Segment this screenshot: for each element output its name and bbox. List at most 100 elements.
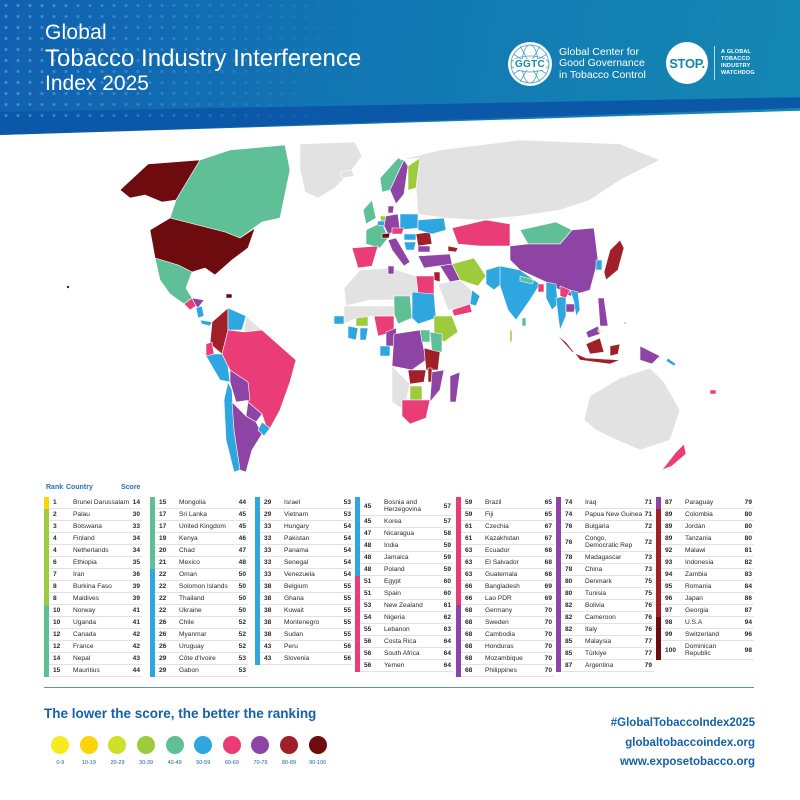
score-band-swatch [456, 581, 461, 593]
legend-item: 60-69 [218, 736, 247, 766]
score-cell: 70 [544, 655, 552, 662]
table-row: 51 Egypt 60 [355, 576, 453, 588]
country-cell: Chad [179, 546, 195, 554]
score-band-swatch [556, 533, 561, 552]
score-band-swatch [656, 557, 661, 569]
score-band-swatch [355, 516, 360, 528]
legend-item: 50-59 [189, 736, 218, 766]
rank-cell: 45 [364, 518, 372, 525]
rank-cell: 61 [465, 535, 473, 542]
table-row: 68 Mozambique 70 [456, 653, 554, 665]
title-line-2: Tobacco Industry Interference [45, 45, 362, 73]
table-row: 21 Mexico 48 [150, 557, 248, 569]
table-row: 33 Pakistan 54 [255, 533, 353, 545]
table-row: 74 Papua New Guinea 71 [556, 509, 654, 521]
country-cell: Sri Lanka [179, 510, 207, 518]
score-band-swatch [150, 545, 155, 557]
table-row: 8 Burkina Faso 39 [44, 581, 142, 593]
score-band-swatch [456, 497, 461, 509]
rank-cell: 38 [264, 595, 272, 602]
table-row: 87 Argentina 79 [556, 660, 654, 672]
legend-dot-icon [79, 736, 98, 754]
score-band-swatch [150, 497, 155, 509]
country-cell: Oman [179, 570, 197, 578]
rank-cell: 51 [364, 578, 372, 585]
score-band-swatch [255, 533, 260, 545]
czechia [391, 227, 405, 235]
score-cell: 68 [544, 547, 552, 554]
rank-cell: 100 [665, 646, 677, 654]
tunisia [387, 265, 395, 275]
link-exposetobacco[interactable]: www.exposetobacco.org [619, 756, 755, 768]
rank-cell: 47 [364, 530, 372, 537]
score-cell: 70 [544, 667, 552, 674]
country-cell: Mongolia [179, 498, 206, 506]
rank-cell: 22 [159, 607, 167, 614]
score-cell: 80 [744, 535, 752, 542]
rank-cell: 38 [264, 607, 272, 614]
score-band-swatch [456, 569, 461, 581]
table-row: 68 Germany 70 [456, 605, 554, 617]
country-cell: Philippines [485, 666, 517, 674]
palau [623, 321, 627, 325]
rank-cell: 17 [159, 523, 167, 530]
rank-cell: 17 [159, 511, 167, 518]
country-cell: U.S.A [685, 618, 703, 626]
table-row: 29 Gabon 53 [150, 665, 248, 677]
legend-item: 10-19 [75, 736, 104, 766]
canada [169, 144, 291, 239]
score-band-swatch [556, 612, 561, 624]
country-cell: Nicaragua [384, 529, 415, 537]
country-cell: Pakistan [284, 534, 310, 542]
table-row: 68 Cambodia 70 [456, 629, 554, 641]
table-row: 76 Bulgaria 72 [556, 521, 654, 533]
score-band-swatch [150, 605, 155, 617]
thailand [555, 295, 567, 331]
ggtc-name-line-3: in Tobacco Control [559, 68, 646, 81]
score-cell: 55 [343, 631, 351, 638]
score-band-swatch [656, 533, 661, 545]
chad [393, 295, 413, 325]
country-cell: Brunei Darussalam [73, 498, 130, 506]
score-cell: 98 [744, 646, 752, 654]
score-band-swatch [656, 545, 661, 557]
score-band-swatch [456, 641, 461, 653]
score-cell: 83 [744, 571, 752, 578]
table-row: 85 Malaysia 77 [556, 636, 654, 648]
rank-cell: 80 [565, 578, 573, 585]
table-row: 19 Kenya 46 [150, 533, 248, 545]
rank-cell: 3 [53, 523, 57, 530]
country-cell: Lao PDR [485, 594, 512, 602]
score-cell: 46 [238, 535, 246, 542]
country-cell: Uruguay [179, 642, 204, 650]
table-row: 26 Chile 52 [150, 617, 248, 629]
link-globaltobaccoindex[interactable]: globaltobaccoindex.org [625, 736, 755, 749]
legend-dot-icon [251, 736, 270, 754]
country-cell: Jordan [685, 522, 706, 530]
score-band-swatch [456, 521, 461, 533]
score-band-swatch [556, 588, 561, 600]
rank-cell: 45 [364, 502, 372, 510]
country-cell: Bulgaria [585, 522, 610, 530]
score-band-swatch [456, 593, 461, 605]
legend-label: 60-69 [224, 760, 239, 766]
score-band-swatch [150, 569, 155, 581]
score-cell: 82 [744, 559, 752, 566]
rank-cell: 85 [565, 638, 573, 645]
table-row: 80 Denmark 75 [556, 576, 654, 588]
country-cell: Chile [179, 618, 195, 626]
score-band-swatch [44, 569, 49, 581]
score-band-swatch [150, 629, 155, 641]
rank-cell: 54 [364, 614, 372, 621]
denmark [387, 205, 395, 214]
table-row: 78 Madagascar 73 [556, 552, 654, 564]
georgia [447, 245, 459, 253]
score-band-swatch [355, 540, 360, 552]
table-row: 51 Spain 60 [355, 588, 453, 600]
score-cell: 52 [238, 631, 246, 638]
table-row: 2 Palau 30 [44, 509, 142, 521]
table-row: 17 Sri Lanka 45 [150, 509, 248, 521]
score-cell: 30 [132, 511, 140, 518]
score-band-swatch [255, 653, 260, 665]
rank-cell: 94 [665, 571, 673, 578]
